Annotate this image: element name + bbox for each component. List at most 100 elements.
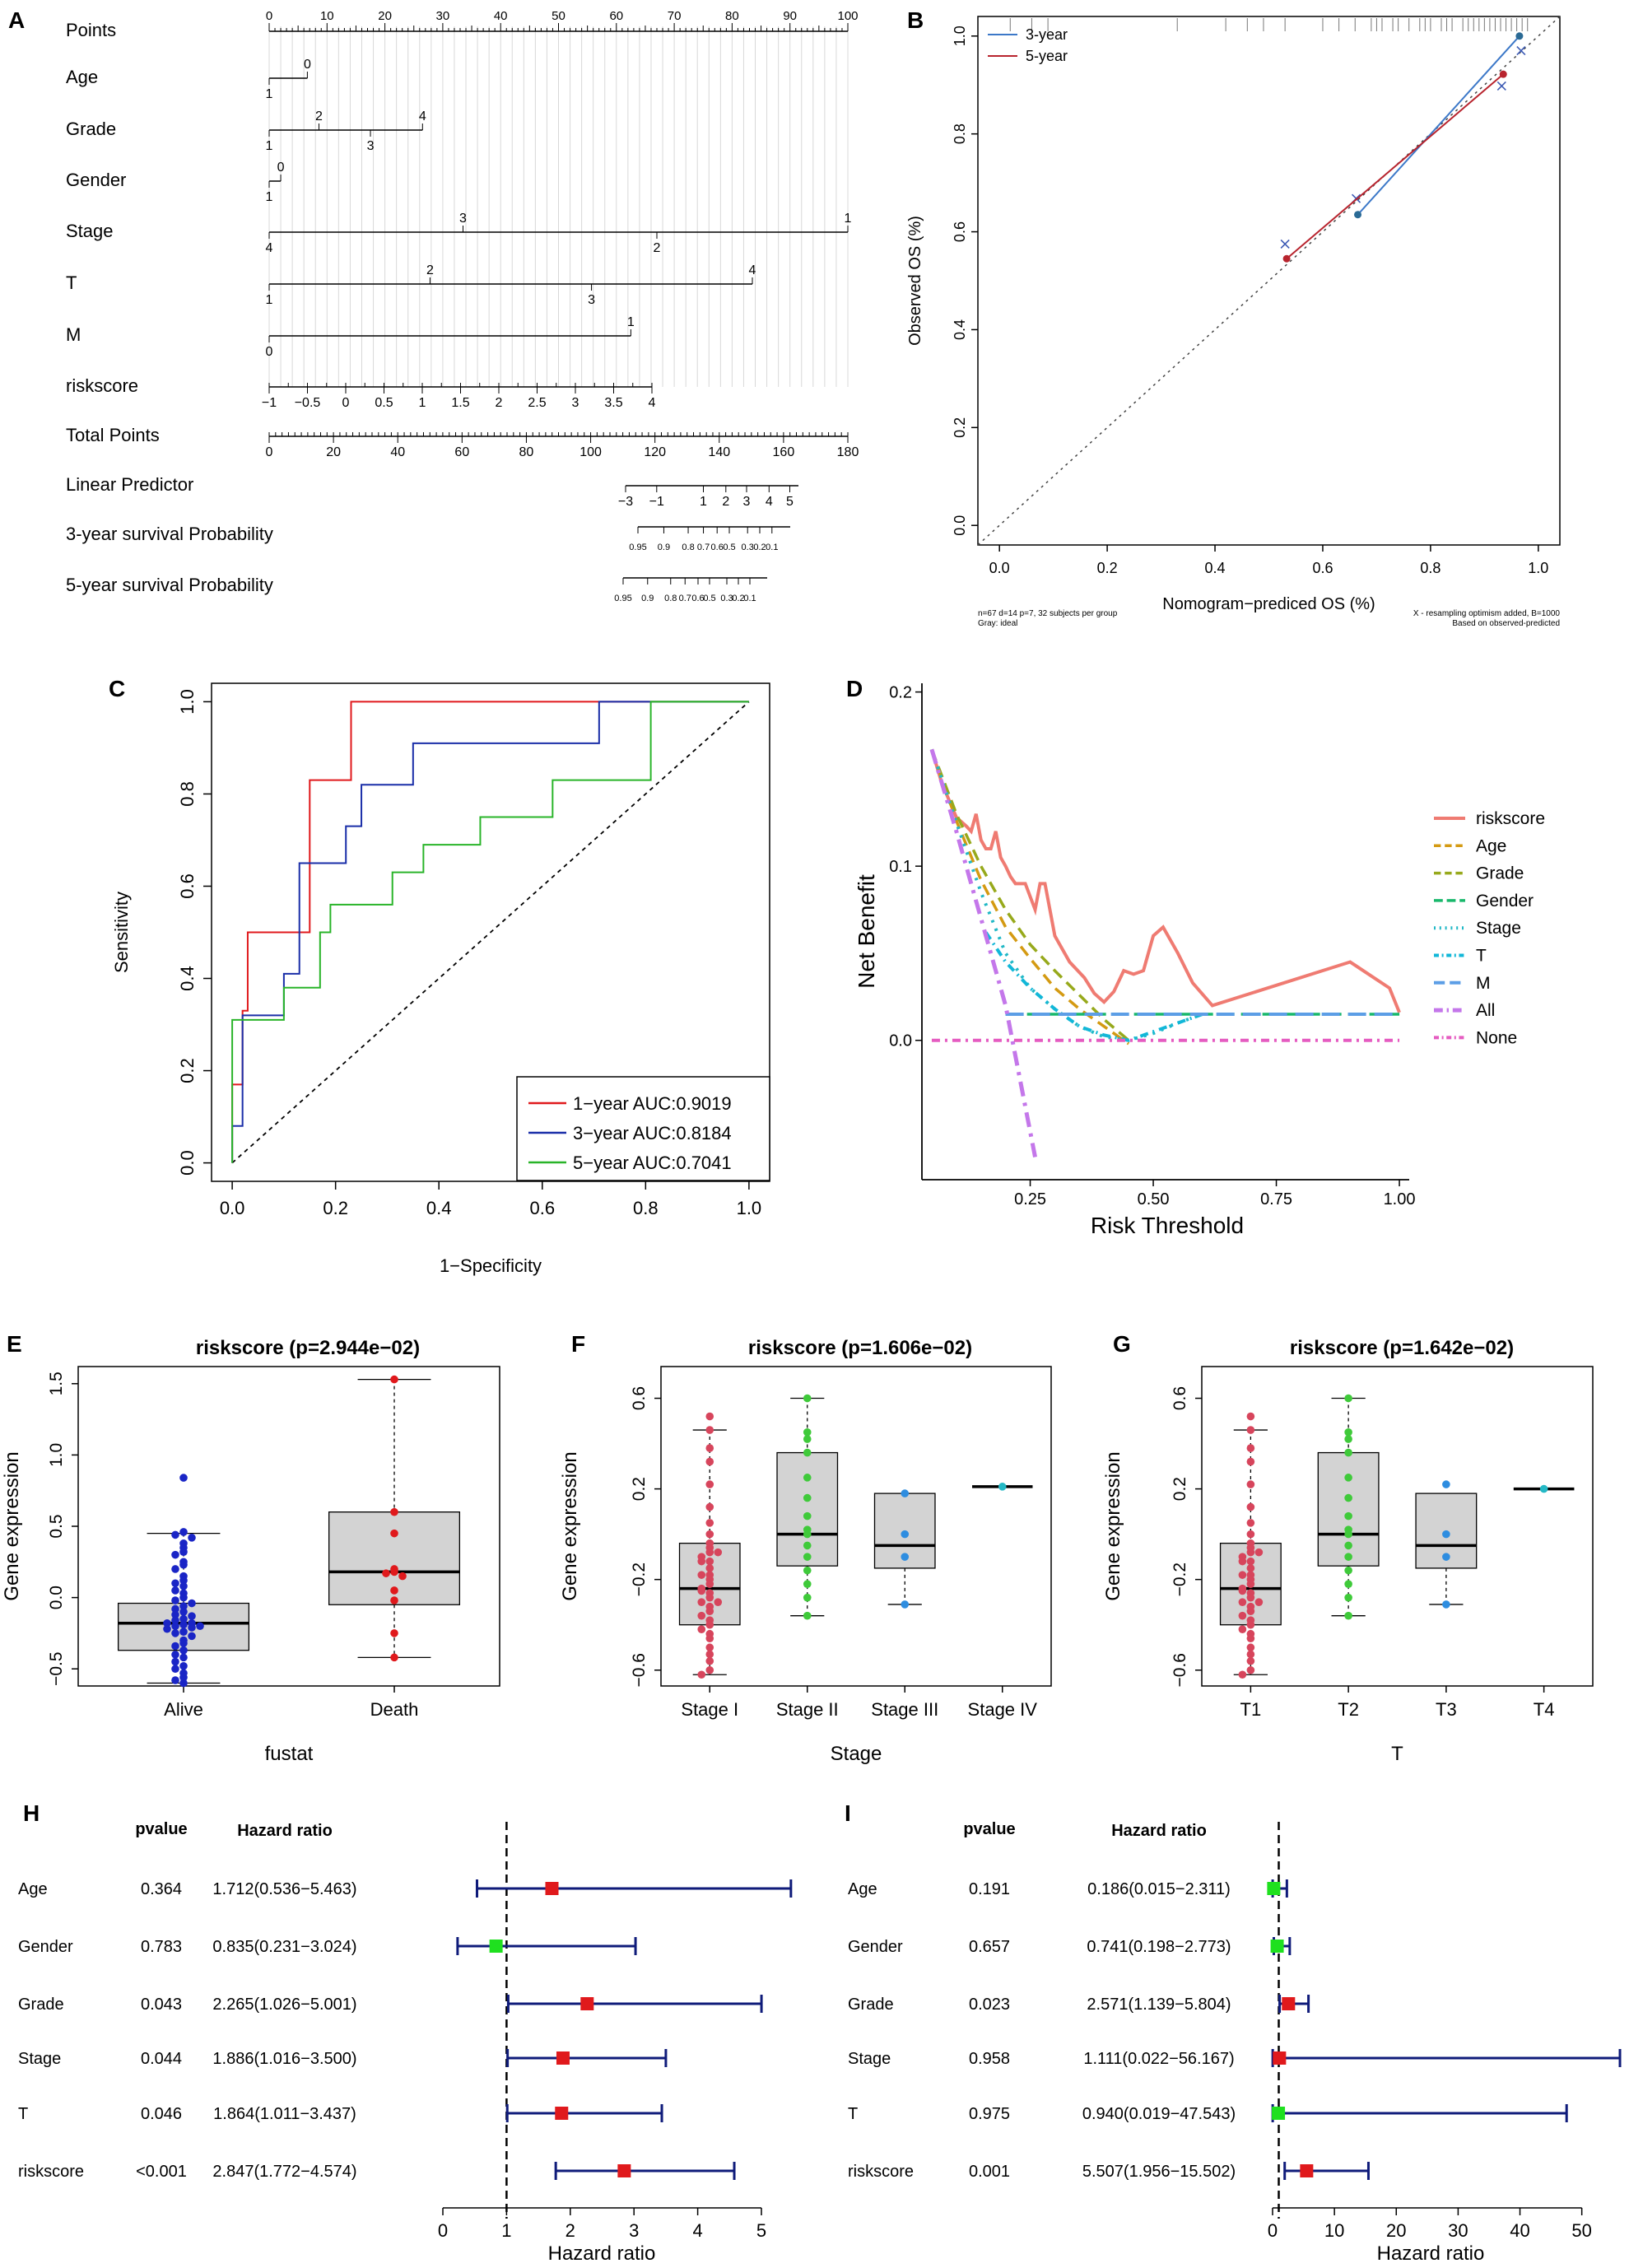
row-label: Age bbox=[18, 1880, 48, 1898]
legend-label: All bbox=[1476, 1001, 1495, 1020]
data-point bbox=[179, 1474, 188, 1482]
data-point bbox=[697, 1557, 706, 1566]
tick-label: 1 bbox=[627, 315, 635, 329]
x-tick-label: Stage I bbox=[681, 1699, 738, 1720]
data-point bbox=[697, 1670, 706, 1679]
data-point bbox=[1246, 1564, 1255, 1572]
y-tick-label: 0.4 bbox=[952, 319, 968, 340]
tick-label: 0.9 bbox=[658, 543, 670, 552]
hr-marker bbox=[489, 1940, 503, 1953]
data-point bbox=[171, 1579, 179, 1588]
data-point bbox=[998, 1483, 1007, 1491]
data-point bbox=[1442, 1600, 1450, 1609]
data-point bbox=[1344, 1435, 1352, 1443]
tick-label: 0 bbox=[342, 396, 350, 410]
tick-label: 60 bbox=[454, 445, 469, 459]
data-point bbox=[1246, 1643, 1255, 1652]
y-tick-label: 0.1 bbox=[889, 858, 912, 876]
data-point bbox=[1442, 1553, 1450, 1561]
tick-label: 0 bbox=[266, 9, 272, 23]
pvalue-text: 0.783 bbox=[141, 1938, 182, 1956]
data-point bbox=[171, 1604, 179, 1614]
x-tick-label: 0.75 bbox=[1260, 1190, 1292, 1209]
tick-label: 3 bbox=[572, 396, 579, 410]
legend-label: 3-year bbox=[1026, 26, 1068, 43]
tick-label: 3.5 bbox=[604, 396, 622, 410]
x-tick-label: Death bbox=[370, 1699, 419, 1720]
column-header: pvalue bbox=[135, 1820, 187, 1838]
hr-marker bbox=[580, 1997, 594, 2010]
data-point bbox=[1344, 1580, 1352, 1588]
data-point bbox=[171, 1629, 179, 1637]
data-point bbox=[1344, 1394, 1352, 1403]
boxplot-fustat-panel: riskscore (p=2.944e−02) −0.5 0.0 0.5 1.0 1.5 G… bbox=[1, 1337, 500, 1765]
data-point bbox=[1344, 1593, 1352, 1602]
tick-label: −1 bbox=[649, 495, 664, 509]
x-tick-label: 4 bbox=[692, 2220, 702, 2241]
x-tick-label: 50 bbox=[1571, 2220, 1591, 2241]
net-benefit-curve bbox=[930, 748, 1203, 1042]
data-point bbox=[179, 1614, 188, 1623]
data-point bbox=[390, 1567, 398, 1576]
y-tick-label: 1.0 bbox=[47, 1443, 66, 1467]
tick-label: 1 bbox=[845, 212, 852, 226]
tick-label: 2 bbox=[315, 109, 323, 123]
x-tick-label: T1 bbox=[1240, 1699, 1262, 1720]
x-tick-label: 0.2 bbox=[323, 1198, 348, 1218]
tick-label: 0.8 bbox=[682, 543, 694, 552]
legend-label: None bbox=[1476, 1028, 1517, 1047]
row-label: T bbox=[18, 2105, 28, 2123]
tick-label: 0.3 bbox=[720, 594, 733, 603]
data-point bbox=[1246, 1457, 1255, 1466]
y-axis-title: Sensitivity bbox=[111, 892, 132, 973]
y-tick-label: 0.6 bbox=[630, 1386, 649, 1410]
hr-marker bbox=[1272, 2107, 1286, 2120]
data-point bbox=[1238, 1571, 1247, 1579]
tick-label: 2 bbox=[654, 241, 661, 255]
x-tick-label: 0.0 bbox=[989, 560, 1010, 576]
hr-text: 1.864(1.011−3.437) bbox=[213, 2105, 356, 2123]
data-point bbox=[1344, 1428, 1352, 1437]
data-point bbox=[1238, 1625, 1247, 1634]
data-point bbox=[188, 1623, 196, 1632]
y-tick-label: 0.2 bbox=[952, 417, 968, 438]
data-point bbox=[196, 1622, 204, 1631]
roc-curve bbox=[231, 701, 749, 1163]
pvalue-text: 0.191 bbox=[969, 1880, 1010, 1898]
x-tick-label: 0.25 bbox=[1014, 1190, 1046, 1209]
data-point bbox=[803, 1435, 812, 1443]
data-point bbox=[803, 1541, 812, 1550]
tick-label: 2 bbox=[722, 495, 729, 509]
data-point bbox=[179, 1576, 188, 1585]
pvalue-text: 0.975 bbox=[969, 2105, 1010, 2123]
data-point bbox=[1344, 1448, 1352, 1457]
tick-label: 2.5 bbox=[528, 396, 546, 410]
data-point bbox=[1344, 1474, 1352, 1482]
row-label: 5-year survival Probability bbox=[66, 575, 273, 595]
tick-label: 1 bbox=[266, 293, 273, 307]
data-point bbox=[171, 1610, 179, 1619]
x-axis-title: Hazard ratio bbox=[1377, 2242, 1485, 2265]
tick-label: 20 bbox=[378, 9, 392, 23]
data-point bbox=[1238, 1586, 1247, 1595]
forest-multivariate-panel: pvalue Hazard ratio Age 0.191 0.186(0.015−2.… bbox=[848, 1820, 1622, 2265]
x-axis-title: Stage bbox=[831, 1743, 882, 1765]
data-point bbox=[171, 1651, 179, 1659]
y-tick-label: −0.5 bbox=[47, 1651, 66, 1685]
data-point bbox=[1344, 1541, 1352, 1550]
tick-label: 100 bbox=[837, 9, 858, 23]
tick-label: 0.95 bbox=[629, 543, 646, 552]
hr-text: 1.712(0.536−5.463) bbox=[212, 1880, 356, 1898]
row-label: Total Points bbox=[66, 425, 160, 445]
tick-label: 160 bbox=[773, 445, 795, 459]
hr-marker bbox=[1282, 1997, 1296, 2010]
row-label: T bbox=[66, 272, 77, 293]
data-point bbox=[188, 1632, 196, 1641]
plot-frame bbox=[211, 682, 770, 1182]
pvalue-text: 0.657 bbox=[969, 1938, 1010, 1956]
x-tick-label: 0.8 bbox=[1420, 560, 1441, 576]
data-point bbox=[803, 1511, 812, 1521]
y-tick-label: 0.0 bbox=[952, 515, 968, 536]
data-point bbox=[171, 1586, 179, 1595]
data-point bbox=[390, 1507, 398, 1516]
